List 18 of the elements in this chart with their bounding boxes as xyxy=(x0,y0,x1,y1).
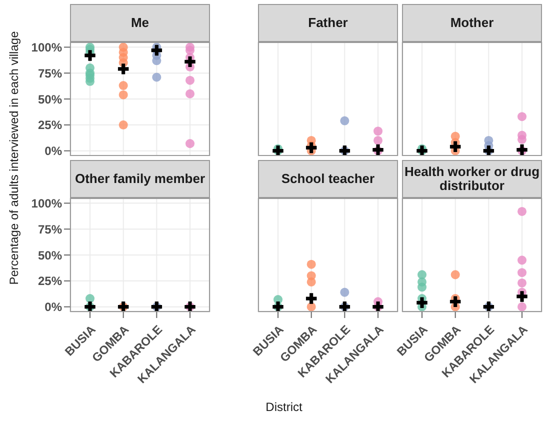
y-tick-label: 25% xyxy=(38,274,62,288)
y-tick-label: 100% xyxy=(31,196,62,210)
chart-title: Father xyxy=(258,4,398,42)
y-tick-label: 75% xyxy=(38,66,62,80)
chart-title: Other family member xyxy=(70,160,210,198)
y-tick-label: 75% xyxy=(38,222,62,236)
chart-title: Me xyxy=(70,4,210,42)
y-tick-label: 100% xyxy=(31,40,62,54)
y-tick-label: 50% xyxy=(38,248,62,262)
x-axis-title: District xyxy=(264,400,304,414)
y-tick-label: 0% xyxy=(44,300,62,314)
chart-title: School teacher xyxy=(258,160,398,198)
y-tick-label: 25% xyxy=(38,118,62,132)
y-tick-label: 0% xyxy=(44,144,62,158)
chart-title: Mother xyxy=(402,4,542,42)
chart-title: Health worker or drug distributor xyxy=(402,160,542,198)
y-axis-title: Percentage of adults interviewed in each village xyxy=(7,31,21,285)
y-tick-label: 50% xyxy=(38,92,62,106)
